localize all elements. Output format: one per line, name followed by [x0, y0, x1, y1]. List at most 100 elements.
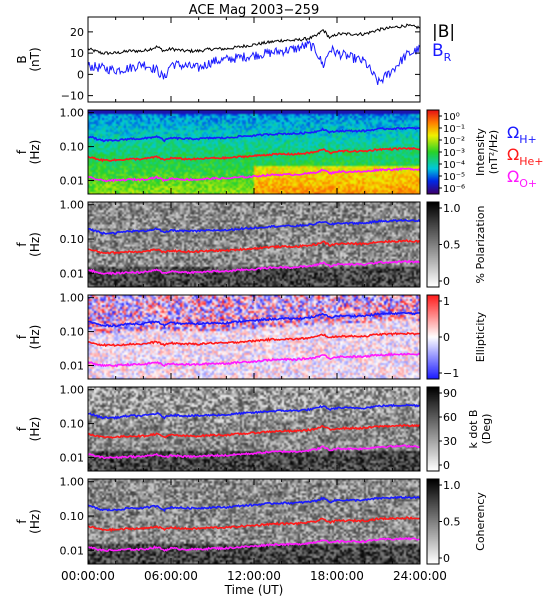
colorbar-label: Ellipticity — [474, 311, 487, 362]
kdotb-colorbar — [427, 387, 439, 471]
gyro-line-he-plus — [87, 146, 421, 163]
y-tick-label: 1.00 — [60, 384, 85, 397]
colorbar-label: % Polarization — [474, 206, 487, 284]
colorbar-label-name: Intensity — [474, 128, 487, 176]
colorbar-tick-label: 0 — [443, 275, 450, 288]
y-tick-label: 0.01 — [60, 360, 85, 373]
colorbar-label: Intensity (nT²/Hz) — [474, 128, 500, 176]
y-axis-label: f (Hz) — [15, 325, 42, 350]
colorbar-tick-label: −1 — [443, 367, 459, 380]
y-tick-label: 1.00 — [60, 199, 85, 212]
colorbar-tick-label: 30 — [443, 435, 457, 448]
gyro-line-o-plus — [87, 444, 421, 460]
y-tick-label: 0.10 — [60, 326, 85, 339]
colorbar-tick-label: 0 — [443, 552, 450, 565]
y-tick-label: 0.10 — [60, 418, 85, 431]
series-line-b-r — [87, 39, 421, 85]
x-tick-label: 06:00:00 — [144, 569, 198, 583]
y-axis-label: f (Hz) — [15, 417, 42, 442]
polarization-colorbar — [427, 202, 439, 287]
legend-b-total: |B| — [432, 22, 455, 42]
x-axis-label: Time (UT) — [224, 583, 284, 597]
y-axis-label-name: f — [15, 334, 29, 339]
colorbar-tick-label: 1.0 — [443, 202, 461, 215]
y-axis-label-name: f — [15, 426, 29, 431]
y-tick-label: 0.01 — [60, 544, 85, 557]
y-tick-label: 10 — [70, 47, 84, 60]
y-tick-label: 20 — [70, 26, 84, 39]
colorbar-tick-label: 1.0 — [443, 479, 461, 492]
y-axis-label-name: f — [15, 519, 29, 524]
legend-b-r: BR — [432, 41, 452, 64]
intensity-heatmap — [88, 110, 420, 194]
colorbar-tick-label: 10⁻⁶ — [443, 184, 465, 195]
intensity-panel: 1.00 0.10 0.01 f (Hz) 10⁰10⁻¹10⁻²10⁻³10⁻⁴10⁻⁵… — [15, 107, 544, 195]
gyro-line-he-plus — [87, 238, 421, 255]
colorbar-label: k dot B (Deg) — [467, 410, 493, 449]
gyro-line-h-plus — [87, 403, 421, 420]
y-axis-label-unit: (Hz) — [28, 232, 42, 257]
gyro-line-h-plus — [87, 218, 421, 236]
omega-label-o-plus: ΩO+ — [507, 167, 537, 190]
x-tick-label: 24:00:00 — [393, 569, 447, 583]
y-axis-label-name: f — [15, 242, 29, 247]
y-tick-label: 0.01 — [60, 175, 85, 188]
colorbar-tick-label: 10⁻³ — [443, 148, 465, 159]
colorbar-label: Coherency — [474, 492, 487, 551]
y-axis-label-name: B — [15, 55, 29, 63]
omega-label-he-plus: ΩHe+ — [507, 145, 544, 168]
y-tick-label: 0.01 — [60, 267, 85, 280]
colorbar-tick-label: 0.5 — [443, 516, 461, 529]
figure-title: ACE Mag 2003−259 — [189, 3, 319, 18]
kdotb-heatmap — [88, 387, 420, 471]
colorbar-tick-label: 10⁰ — [443, 112, 460, 123]
y-axis-label-name: f — [15, 149, 29, 154]
colorbar-label-name: % Polarization — [474, 206, 487, 284]
colorbar-tick-label: 90 — [443, 387, 457, 400]
colorbar-label-name: k dot B — [467, 410, 480, 449]
colorbar-tick-label: 1 — [443, 295, 450, 308]
colorbar-tick-label: 0 — [443, 459, 450, 472]
y-tick-label: 1.00 — [60, 107, 85, 120]
colorbar-label-unit: (Deg) — [480, 414, 493, 445]
gyro-line-o-plus — [87, 259, 421, 276]
colorbar-tick-label: 0 — [443, 331, 450, 344]
y-axis-label-unit: (Hz) — [28, 417, 42, 442]
colorbar-label-unit: (nT²/Hz) — [487, 130, 500, 174]
y-tick-label: 1.00 — [60, 476, 85, 489]
gyro-line-he-plus — [88, 331, 421, 348]
gyro-line-o-plus — [87, 536, 420, 553]
y-tick-label: 0.10 — [60, 510, 85, 523]
intensity-colorbar — [427, 110, 439, 194]
series-line-b-total — [87, 23, 421, 56]
y-tick-label: 0 — [77, 68, 84, 81]
x-tick-label: 12:00:00 — [227, 569, 281, 583]
y-axis-label: f (Hz) — [15, 232, 42, 257]
x-tick-label: 18:00:00 — [310, 569, 364, 583]
colorbar-tick-label: 10⁻¹ — [443, 124, 465, 135]
bfield-panel: 20 10 0 −10 B (nT) |B|BR — [15, 16, 455, 103]
kdotb-panel: 1.00 0.10 0.01 f (Hz) 90 60 30 0 k dot B (Deg) — [15, 384, 493, 472]
y-axis-label-unit: (Hz) — [28, 325, 42, 350]
y-tick-label: 1.00 — [60, 292, 85, 305]
gyro-line-he-plus — [87, 516, 421, 533]
gyro-line-he-plus — [87, 423, 421, 439]
gyro-line-h-plus — [87, 311, 421, 328]
colorbar-tick-label: 10⁻² — [443, 136, 465, 147]
ellipticity-heatmap — [88, 295, 420, 379]
colorbar-label-name: Coherency — [474, 492, 487, 551]
y-tick-label: 0.10 — [60, 141, 85, 154]
y-axis-label: B (nT) — [15, 47, 42, 71]
y-tick-label: 0.10 — [60, 233, 85, 246]
gyro-line-h-plus — [87, 126, 421, 143]
y-axis-label-unit: (Hz) — [28, 140, 42, 165]
colorbar-tick-label: 10⁻⁴ — [443, 160, 465, 171]
y-tick-label: −10 — [61, 90, 84, 103]
gyro-line-o-plus — [87, 352, 421, 368]
omega-label-h-plus: ΩH+ — [507, 123, 537, 146]
polarization-heatmap — [88, 202, 420, 287]
coherency-panel: 1.00 0.10 0.01 f (Hz) 1.0 0.5 0 Coherency — [15, 476, 487, 565]
colorbar-tick-label: 60 — [443, 411, 457, 424]
x-tick-label: 00:00:00 — [61, 569, 115, 583]
